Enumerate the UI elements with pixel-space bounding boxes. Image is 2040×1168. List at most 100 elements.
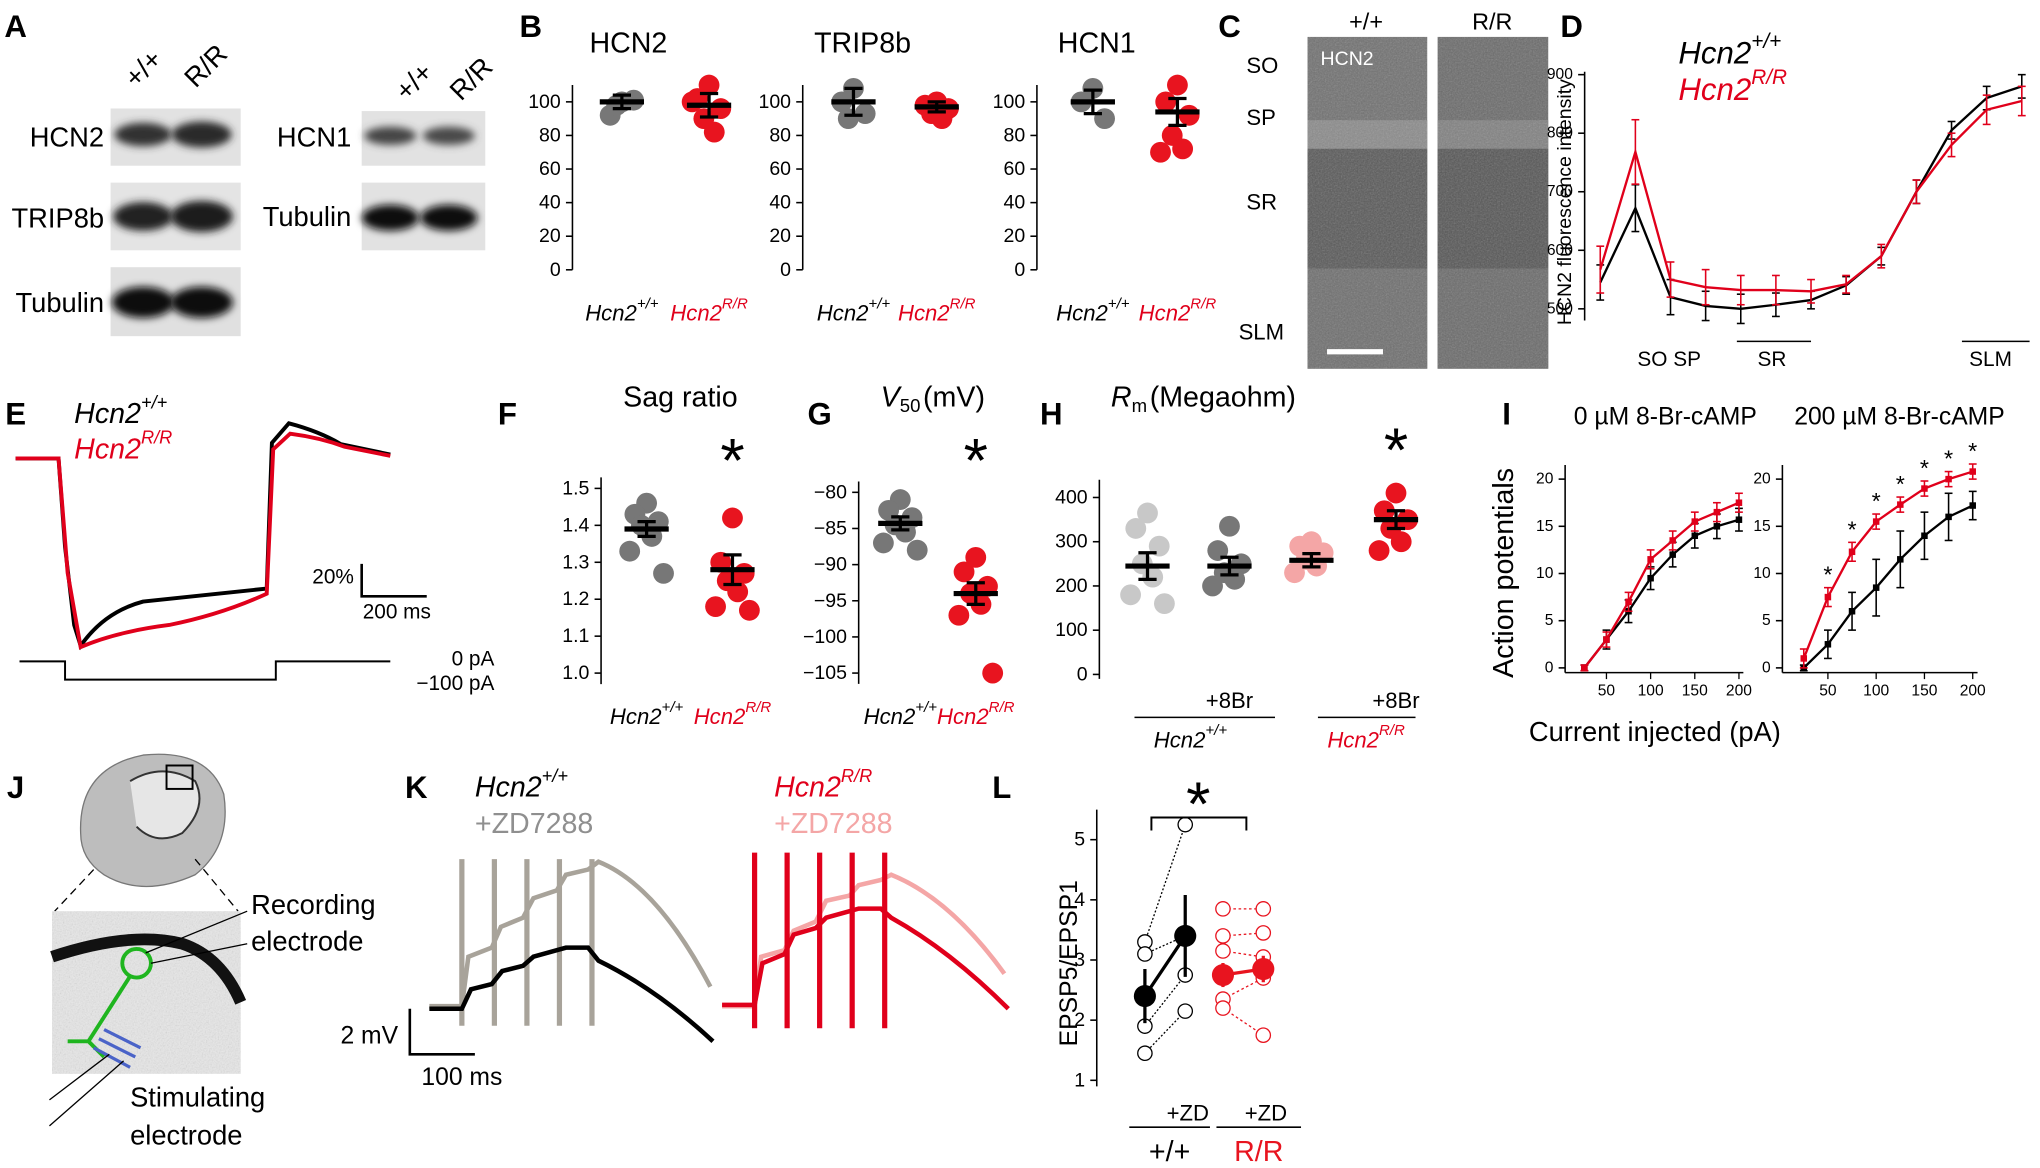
gene-name: Hcn2 <box>1139 300 1191 325</box>
title-unit: (mV) <box>923 381 985 413</box>
allele: R/R <box>745 698 771 715</box>
data-point <box>1581 664 1588 672</box>
data-point <box>1848 607 1856 615</box>
x-tick-label: 100 <box>1863 682 1889 699</box>
x-axis-label: Current injected (pA) <box>1529 716 1781 747</box>
pair-line <box>1144 1010 1186 1054</box>
x-tick-label: +ZD <box>1245 1100 1287 1125</box>
y-tick-label: 700 <box>1547 183 1573 200</box>
data-point <box>1142 566 1164 588</box>
y-tick-label: 15 <box>1536 518 1554 535</box>
allele: +/+ <box>637 295 659 312</box>
schematic-panel: Recording electrode Stimulating electrod… <box>49 753 376 1150</box>
x-tick-label: +ZD <box>1167 1100 1209 1125</box>
series-line <box>1802 504 1974 669</box>
blot-panel: +/+ R/R +/+ R/R HCN2 TRIP8b Tubulin HCN1… <box>11 38 499 337</box>
data-point <box>1284 562 1305 584</box>
data-point <box>698 74 720 96</box>
x-tick-label: 200 <box>1726 682 1752 699</box>
mean-point <box>1211 963 1235 987</box>
x-tick-label: 150 <box>1682 682 1708 699</box>
gene-name: Hcn2 <box>585 300 637 325</box>
y-tick-label: 0 <box>1762 659 1771 676</box>
mean-point <box>1174 924 1197 947</box>
y-tick-label: 600 <box>1547 242 1573 259</box>
y-tick-label: 0 <box>1545 659 1554 676</box>
allele: R/R <box>1190 295 1216 312</box>
genotype-label: R/R <box>443 51 498 106</box>
electrode-label: Recording <box>251 889 375 920</box>
gene-name: Hcn2 <box>694 704 746 729</box>
group-label: +/+ <box>1149 1136 1190 1168</box>
significance-mark: * <box>1847 516 1856 542</box>
allele: R/R <box>1379 722 1405 739</box>
x-tick-label: 50 <box>1819 682 1837 699</box>
layer-label: SO <box>1246 53 1278 78</box>
allele: +/+ <box>141 393 167 413</box>
y-tick-label: −90 <box>814 554 847 576</box>
panel-letter: A <box>4 9 27 44</box>
title-subscript: 50 <box>900 395 921 416</box>
genotype-label: Hcn2+/+ <box>610 698 684 728</box>
data-point <box>837 108 859 130</box>
data-point <box>1921 532 1928 539</box>
row-label: HCN2 <box>30 122 104 153</box>
data-point <box>1167 74 1188 96</box>
y-tick-label: 100 <box>1055 619 1088 641</box>
data-point <box>1150 141 1171 163</box>
significance-mark: * <box>1384 416 1408 486</box>
micrograph-panel: +/+ R/R HCN2 SO SP SR SLM <box>1239 8 1549 369</box>
epsp-trace <box>429 859 713 1009</box>
y-tick-label: 2 <box>1074 1009 1085 1031</box>
allele: R/R <box>141 428 172 448</box>
mean-point <box>1252 957 1275 981</box>
data-point <box>1120 584 1141 606</box>
data-point <box>1125 518 1147 539</box>
gene-name: Hcn2 <box>610 704 662 729</box>
y-tick-label: 40 <box>539 192 561 214</box>
x-tick-label: 150 <box>1911 682 1937 699</box>
epsp-trace <box>722 872 1007 1009</box>
data-point <box>1872 584 1880 591</box>
scale-label: 100 ms <box>421 1064 502 1091</box>
genotype-label: +/+ <box>389 56 439 106</box>
allele: R/R <box>841 766 872 786</box>
legend-entry: Hcn2R/R <box>1678 66 1787 107</box>
genotype-label: Hcn2R/R <box>694 698 772 728</box>
panel-letter: H <box>1040 397 1063 432</box>
scale-bar <box>360 563 427 598</box>
y-tick-label: −85 <box>814 517 847 539</box>
data-point <box>1137 946 1153 962</box>
chart-title: 200 µM 8-Br-cAMP <box>1794 403 2005 430</box>
y-tick-label: 900 <box>1547 66 1573 83</box>
gene-name: Hcn2 <box>817 300 869 325</box>
series-line <box>1599 99 2023 293</box>
x-tick-label: 100 <box>1638 682 1664 699</box>
y-tick-label: 5 <box>1074 829 1085 851</box>
title-symbol: V <box>881 381 903 413</box>
scale-bar <box>408 1008 475 1056</box>
chart-title: HCN1 <box>1058 27 1136 59</box>
chart-title: TRIP8b <box>814 27 911 59</box>
panel-letter: E <box>5 397 26 432</box>
data-point <box>953 561 975 583</box>
y-tick-label: 0 <box>1014 259 1025 281</box>
significance-mark: * <box>1920 455 1929 481</box>
genotype-label: Hcn2R/R <box>898 295 976 325</box>
significance-mark: * <box>1823 562 1832 588</box>
data-point <box>1969 468 1976 475</box>
panel-letter: F <box>498 397 517 432</box>
y-tick-label: 20 <box>769 225 791 247</box>
x-tick-label: +8Br <box>1372 688 1419 713</box>
data-point <box>1137 1045 1153 1062</box>
y-tick-label: 40 <box>1004 192 1026 214</box>
legend-entry: +ZD7288 <box>475 808 594 840</box>
data-point <box>1202 575 1223 597</box>
data-point <box>965 546 987 568</box>
genotype-label: Hcn2+/+ <box>1056 295 1130 325</box>
gene-name: Hcn2 <box>1327 727 1379 752</box>
significance-mark: * <box>720 426 744 496</box>
allele: +/+ <box>915 698 937 715</box>
y-tick-label: 80 <box>769 124 791 146</box>
